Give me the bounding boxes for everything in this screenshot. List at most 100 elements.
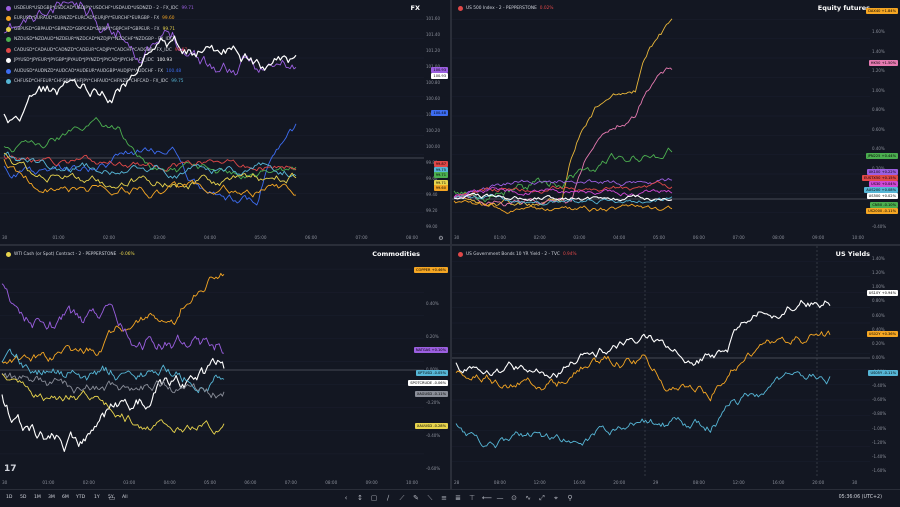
series-name: NZDUSD*NZDAUD*NZDEUR*NZDCAD*NZDJPY*NZDCH… bbox=[14, 37, 174, 43]
yields-panel[interactable]: US Government Bonds 10 YR Yield - 2 - TV… bbox=[452, 246, 900, 489]
timeframe-button[interactable]: 5Y bbox=[108, 495, 114, 500]
yields-title: US Yields bbox=[835, 250, 870, 258]
fx-gbp-line[interactable] bbox=[3, 152, 297, 190]
cm-crude-line[interactable] bbox=[1, 357, 225, 452]
timeframe-button[interactable]: 1D bbox=[6, 495, 13, 500]
wave-icon[interactable]: ∿ bbox=[525, 494, 531, 502]
settings-icon[interactable]: ⚙ bbox=[438, 235, 444, 242]
timeframe-button[interactable]: 6M bbox=[62, 495, 69, 500]
legend-row[interactable]: EURUSD*EURAUD*EURNZD*EURCAD*EURJPY*EURCH… bbox=[6, 14, 194, 25]
legend-row[interactable]: NZDUSD*NZDAUD*NZDEUR*NZDCAD*NZDJPY*NZDCH… bbox=[6, 35, 194, 46]
legend-row[interactable]: CADUSD*CADAUD*CADNZD*CADEUR*CADJPY*CADCH… bbox=[6, 45, 194, 56]
legend-row[interactable]: USDEUR*USDGBP*USDCAD*USDJPY*USDCHF*USDAU… bbox=[6, 3, 194, 14]
equity-panel[interactable]: US 500 Index - 2 - PEPPERSTONE 0.02% Equi… bbox=[452, 0, 900, 244]
lock-icon[interactable]: ⚲ bbox=[567, 494, 573, 502]
price-tick: 0.00% bbox=[426, 367, 439, 372]
trendline-icon[interactable]: ∕ bbox=[386, 494, 390, 502]
eq-hk50-line[interactable] bbox=[453, 67, 673, 207]
fib-icon[interactable]: ≡ bbox=[441, 494, 447, 502]
time-tick: 06:00 bbox=[692, 235, 705, 240]
fx-usd-line[interactable] bbox=[3, 1, 297, 76]
fx-legend: USDEUR*USDGBP*USDCAD*USDJPY*USDCHF*USDAU… bbox=[6, 3, 194, 87]
fx-price-axis[interactable]: 101.60 101.40 101.20 101.00 100.80 100.60 100.… bbox=[424, 0, 450, 232]
horizontal-divider[interactable] bbox=[0, 244, 900, 246]
collapse-icon[interactable]: ‹ bbox=[344, 494, 348, 502]
yields-chart-area[interactable] bbox=[452, 246, 870, 477]
cm-copper-line[interactable] bbox=[1, 272, 225, 364]
commodities-panel[interactable]: WTI Cash (or Spot) Contract - 2 - PEPPER… bbox=[0, 246, 450, 489]
legend-row[interactable]: JPYUSD*JPYEUR*JPYGBP*JPYAUD*JPYNZD*JPYCA… bbox=[6, 56, 194, 67]
series-color-icon bbox=[6, 79, 11, 85]
eq-us2000-line[interactable] bbox=[453, 199, 673, 214]
cm-xag-line[interactable] bbox=[1, 372, 225, 399]
price-tick: 101.40 bbox=[426, 32, 440, 37]
target-icon[interactable]: ⌖ bbox=[554, 494, 558, 502]
cm-natgas-line[interactable] bbox=[1, 283, 225, 354]
arrow-icon[interactable]: ⟵ bbox=[482, 494, 493, 502]
calendar-range-icon[interactable]: ▭ bbox=[108, 494, 116, 502]
timeframe-button[interactable]: 5D bbox=[20, 495, 27, 500]
fx-time-axis[interactable]: 30 01:00 02:00 03:00 04:00 05:00 06:00 07:00 08:… bbox=[0, 233, 424, 244]
rectangle-icon[interactable]: ▢ bbox=[370, 494, 378, 502]
path-icon[interactable]: ⟋ bbox=[399, 494, 405, 502]
circle-icon[interactable]: ⊙ bbox=[511, 494, 517, 502]
legend-row[interactable]: US 500 Index - 2 - PEPPERSTONE 0.02% bbox=[458, 3, 553, 14]
eq-aus200-line[interactable] bbox=[453, 193, 673, 206]
eq-us500-line[interactable] bbox=[453, 192, 673, 202]
time-tick: 01:00 bbox=[52, 235, 65, 240]
fx-chart-area[interactable] bbox=[0, 0, 424, 232]
fx-jpy-line[interactable] bbox=[3, 35, 297, 124]
yields-price-axis[interactable]: 1.40% 1.20% 1.00% 0.80% 0.60% 0.40% 0.20% 0.00%… bbox=[866, 246, 900, 477]
yl-us02y-line[interactable] bbox=[455, 330, 831, 402]
time-tick: 05:00 bbox=[254, 235, 267, 240]
price-tick: 101.60 bbox=[426, 16, 440, 21]
timeframe-button[interactable]: 1Y bbox=[94, 495, 100, 500]
yl-us05y-line[interactable] bbox=[455, 371, 831, 449]
time-tick: 04:00 bbox=[163, 480, 176, 485]
legend-row[interactable]: CHFUSD*CHFEUR*CHFGBP*CHFJPY*CHFAUD*CHFNZ… bbox=[6, 77, 194, 88]
legend-row[interactable]: GBPUSD*GBPAUD*GBPNZD*GBPCAD*GBPJPY*GBPCH… bbox=[6, 24, 194, 35]
commodities-price-axis[interactable]: 0.60%0.40%0.20%0.00%-0.20%-0.40%-0.60%CO… bbox=[408, 246, 450, 477]
time-tick: 12:00 bbox=[732, 480, 745, 485]
cm-xau-line[interactable] bbox=[1, 373, 225, 435]
fx-eur-line[interactable] bbox=[3, 159, 297, 199]
series-color-icon bbox=[6, 37, 11, 43]
measure-icon[interactable]: ⤢ bbox=[539, 494, 545, 502]
eq-jpn225-line[interactable] bbox=[453, 147, 673, 203]
commodities-time-axis[interactable]: 30 01:00 02:00 03:00 04:00 05:00 06:00 07:00 08:… bbox=[0, 478, 424, 489]
yl-us10y-line[interactable] bbox=[455, 299, 831, 379]
fx-aud-line[interactable] bbox=[3, 123, 297, 206]
fx-panel[interactable]: USDEUR*USDGBP*USDCAD*USDJPY*USDCHF*USDAU… bbox=[0, 0, 450, 244]
timeframe-button[interactable]: 3M bbox=[48, 495, 55, 500]
time-tick: 04:00 bbox=[613, 235, 626, 240]
timeframe-button[interactable]: All bbox=[122, 495, 128, 500]
equity-time-axis[interactable]: 30 01:00 02:00 03:00 04:00 05:00 06:00 07:00 08:… bbox=[452, 233, 870, 244]
equity-chart-area[interactable] bbox=[452, 0, 870, 232]
legend-row[interactable]: WTI Cash (or Spot) Contract - 2 - PEPPER… bbox=[6, 249, 135, 260]
channel-icon[interactable]: ≣ bbox=[455, 494, 461, 502]
fx-chf-line[interactable] bbox=[3, 151, 297, 179]
equity-price-axis[interactable]: 1.80%1.60%1.40%1.20%1.00%0.80%0.60%0.40%… bbox=[862, 0, 900, 232]
ray-icon[interactable]: ⟍ bbox=[427, 494, 433, 502]
legend-row[interactable]: US Government Bonds 10 YR Yield - 2 - TV… bbox=[458, 249, 577, 260]
price-label-tag: US02Y +0.36% bbox=[866, 331, 898, 337]
fx-cad-line[interactable] bbox=[3, 154, 297, 172]
timeframe-button[interactable]: 1M bbox=[34, 495, 41, 500]
time-tick: 06:00 bbox=[305, 235, 318, 240]
eq-uk100-line[interactable] bbox=[453, 178, 673, 198]
crosshair-icon[interactable]: ↕ bbox=[357, 494, 363, 502]
timeframe-button[interactable]: YTD bbox=[76, 495, 86, 500]
brush-icon[interactable]: ✎ bbox=[413, 494, 419, 502]
fx-nzd-line[interactable] bbox=[3, 117, 297, 180]
legend-row[interactable]: AUDUSD*AUDNZD*AUDCAD*AUDEUR*AUDGBP*AUDJP… bbox=[6, 66, 194, 77]
price-label-tag: XAGUSD -0.11% bbox=[414, 391, 448, 397]
clock[interactable]: 05:36:06 (UTC+2) bbox=[838, 495, 882, 500]
eq-dax-line[interactable] bbox=[453, 18, 673, 207]
commodities-chart-area[interactable] bbox=[0, 246, 424, 477]
price-label-tag: XAUUSD -0.28% bbox=[414, 423, 448, 429]
yields-time-axis[interactable]: 28 08:00 12:00 16:00 20:00 29 08:00 12:00 16:00 2… bbox=[452, 478, 870, 489]
cm-xpt-line[interactable] bbox=[1, 348, 225, 394]
text-icon[interactable]: ⊤ bbox=[468, 494, 476, 502]
line-icon[interactable]: — bbox=[496, 494, 504, 502]
tradingview-logo[interactable]: 17 bbox=[4, 464, 17, 474]
